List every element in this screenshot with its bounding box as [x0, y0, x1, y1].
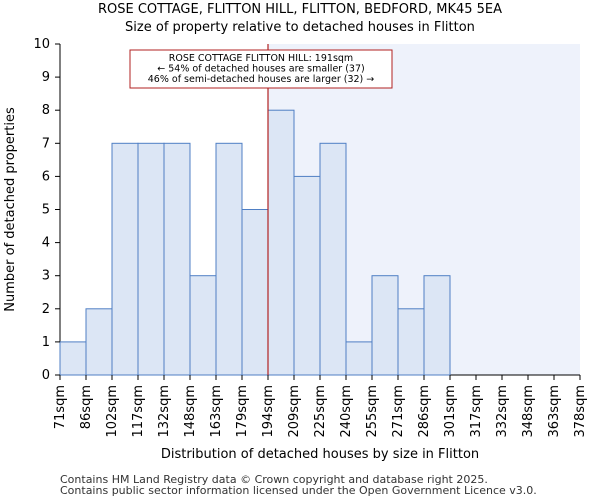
bar-179sqm	[241, 209, 269, 376]
annotation-line-2: ← 54% of detached houses are smaller (37…	[157, 64, 364, 75]
annotation-line-1: ROSE COTTAGE FLITTON HILL: 191sqm	[169, 53, 353, 64]
x-tick-label-71sqm: 71sqm	[53, 385, 68, 429]
x-tick-label-332sqm: 332sqm	[495, 385, 510, 438]
y-tick-label-2: 2	[42, 302, 50, 317]
chart-subtitle: Size of property relative to detached ho…	[125, 20, 475, 35]
x-tick-label-317sqm: 317sqm	[469, 385, 484, 438]
bar-209sqm	[293, 175, 321, 376]
annotation-line-3: 46% of semi-detached houses are larger (…	[148, 74, 375, 85]
y-tick-label-6: 6	[42, 169, 50, 184]
x-tick-label-240sqm: 240sqm	[339, 385, 354, 438]
x-tick-label-148sqm: 148sqm	[183, 385, 198, 438]
x-tick-label-132sqm: 132sqm	[157, 385, 172, 438]
x-tick-label-102sqm: 102sqm	[105, 385, 120, 438]
x-tick-label-301sqm: 301sqm	[443, 385, 458, 438]
bar-271sqm	[397, 308, 425, 376]
x-tick-label-225sqm: 225sqm	[313, 385, 328, 438]
chart-title: ROSE COTTAGE, FLITTON HILL, FLITTON, BED…	[97, 2, 503, 17]
x-tick-label-271sqm: 271sqm	[391, 385, 406, 438]
y-tick-label-7: 7	[42, 136, 50, 151]
x-tick-label-363sqm: 363sqm	[547, 385, 562, 438]
x-tick-label-163sqm: 163sqm	[209, 385, 224, 438]
x-tick-label-86sqm: 86sqm	[79, 385, 94, 429]
x-tick-label-194sqm: 194sqm	[261, 385, 276, 438]
y-axis-title: Number of detached properties	[3, 107, 18, 312]
x-tick-label-378sqm: 378sqm	[573, 385, 588, 438]
x-tick-label-179sqm: 179sqm	[235, 385, 250, 438]
y-tick-label-8: 8	[42, 103, 50, 118]
bar-117sqm	[137, 142, 165, 376]
y-tick-label-4: 4	[42, 236, 50, 251]
x-tick-label-286sqm: 286sqm	[417, 385, 432, 438]
y-tick-label-9: 9	[42, 70, 50, 85]
bar-71sqm	[59, 341, 87, 376]
bar-225sqm	[319, 142, 347, 376]
y-tick-label-5: 5	[42, 203, 50, 218]
x-tick-label-348sqm: 348sqm	[521, 385, 536, 438]
bar-255sqm	[371, 275, 399, 376]
y-tick-label-1: 1	[42, 335, 50, 350]
y-tick-label-3: 3	[42, 269, 50, 284]
x-tick-label-255sqm: 255sqm	[365, 385, 380, 438]
footer-licence: Contains public sector information licen…	[60, 484, 537, 497]
y-tick-label-10: 10	[33, 37, 50, 52]
bar-194sqm	[267, 109, 295, 376]
annotation-box	[129, 49, 393, 89]
bar-132sqm	[163, 142, 191, 376]
x-axis-title: Distribution of detached houses by size …	[161, 447, 479, 462]
x-tick-label-117sqm: 117sqm	[131, 385, 146, 438]
bar-148sqm	[189, 275, 217, 376]
bar-163sqm	[215, 142, 243, 376]
bar-86sqm	[85, 308, 113, 376]
bar-286sqm	[423, 275, 451, 376]
bar-102sqm	[111, 142, 139, 376]
y-tick-label-0: 0	[42, 368, 50, 383]
x-tick-label-209sqm: 209sqm	[287, 385, 302, 438]
footer-copyright: Contains HM Land Registry data © Crown c…	[60, 473, 488, 486]
bar-240sqm	[345, 341, 373, 376]
